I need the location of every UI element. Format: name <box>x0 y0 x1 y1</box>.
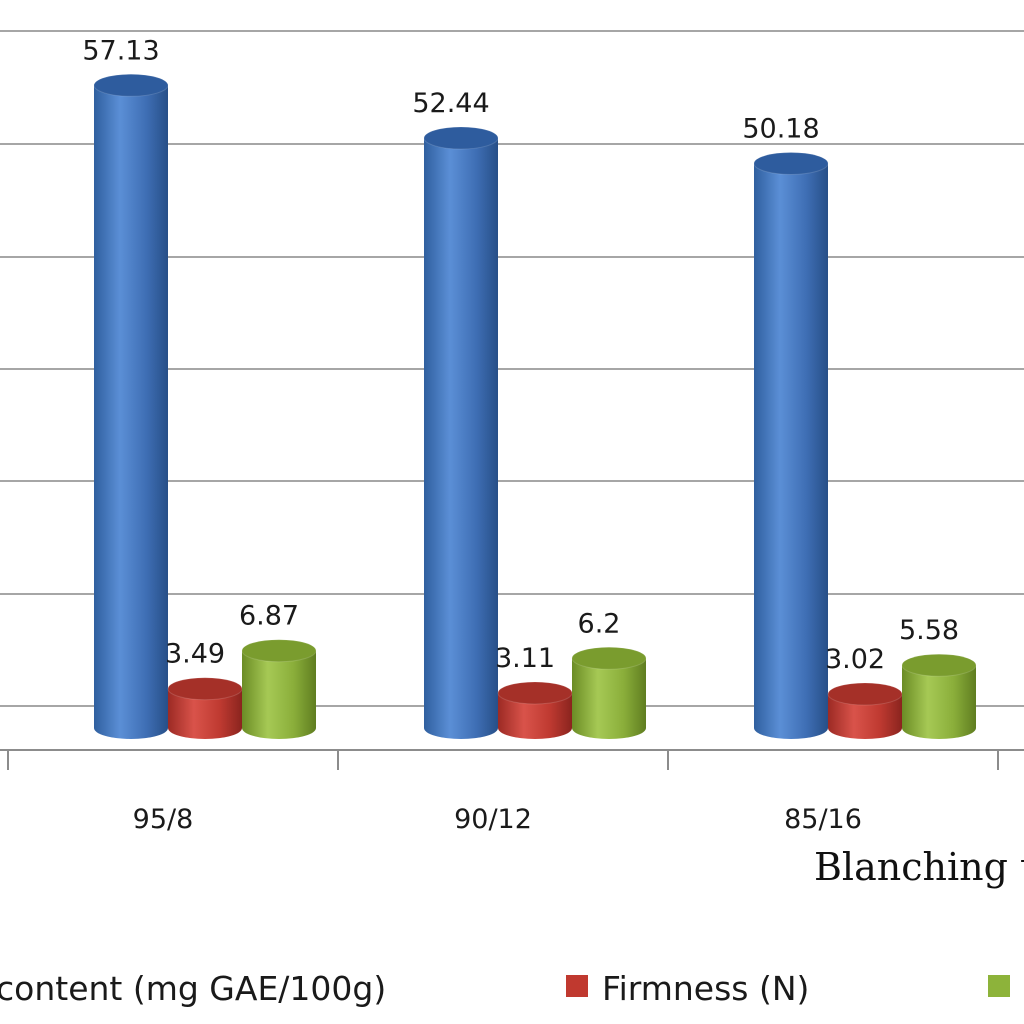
bar-top <box>901 653 977 677</box>
bar-top <box>423 126 499 150</box>
x-axis-title: Blanching te <box>814 845 1024 889</box>
bar-body <box>242 650 316 739</box>
bar-top <box>753 151 829 175</box>
bar-body <box>902 665 976 739</box>
data-label: 3.11 <box>495 643 555 674</box>
data-label: 52.44 <box>412 88 489 119</box>
data-labels: 57.13 3.49 6.87 52.44 3.11 6.2 50.18 3.02 5.58 <box>82 35 959 675</box>
legend-label-content: content (mg GAE/100g) <box>0 969 386 1008</box>
bar-body <box>754 163 828 740</box>
x-tick-label: 85/16 <box>784 804 862 835</box>
bar-firmness <box>167 677 243 739</box>
bar-third <box>571 646 647 739</box>
data-label: 57.13 <box>82 35 159 66</box>
x-tick-label: 95/8 <box>133 804 194 835</box>
data-label: 50.18 <box>742 113 819 144</box>
data-label: 6.2 <box>578 608 621 639</box>
bar-third <box>241 639 317 739</box>
bar-content <box>753 151 829 740</box>
bar-body <box>572 658 646 739</box>
bar-body <box>498 693 572 739</box>
data-label: 3.49 <box>165 639 225 670</box>
x-tick-label: 90/12 <box>454 804 532 835</box>
data-label: 6.87 <box>239 601 299 632</box>
bar-body <box>828 694 902 739</box>
bar-body <box>168 688 242 739</box>
bar-content <box>93 73 169 740</box>
x-axis <box>0 749 1024 770</box>
legend: content (mg GAE/100g) Firmness (N) <box>0 969 1010 1008</box>
bars <box>93 73 977 740</box>
data-label: 5.58 <box>899 615 959 646</box>
bar-body <box>424 138 498 740</box>
bar-content <box>423 126 499 740</box>
x-tick-labels: 95/8 90/12 85/16 <box>133 804 862 835</box>
bar-firmness <box>497 681 573 739</box>
legend-label-firmness: Firmness (N) <box>602 969 809 1008</box>
bar-top <box>167 677 243 701</box>
bar-top <box>497 681 573 705</box>
bar-third <box>901 653 977 739</box>
bar-top <box>241 639 317 663</box>
bar-firmness <box>827 682 903 739</box>
bar-top <box>571 646 647 670</box>
legend-swatch-third <box>988 975 1010 997</box>
bar-top <box>827 682 903 706</box>
legend-swatch-firmness <box>566 975 588 997</box>
bar-body <box>94 85 168 740</box>
bar-top <box>93 73 169 97</box>
data-label: 3.02 <box>825 644 885 675</box>
